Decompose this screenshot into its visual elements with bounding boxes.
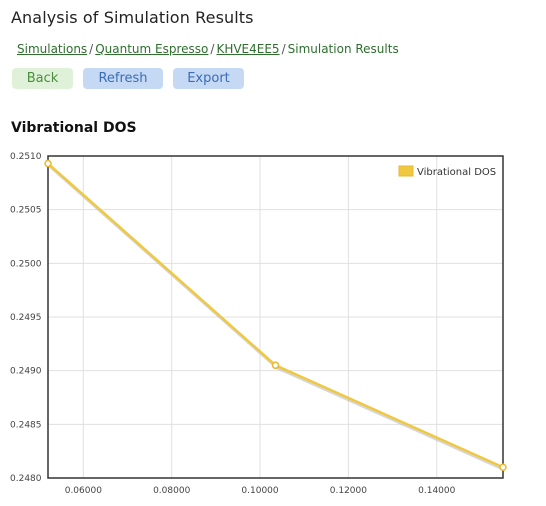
y-tick-label: 0.2495	[10, 313, 42, 323]
legend-swatch	[398, 165, 414, 177]
breadcrumb-separator: /	[210, 42, 215, 56]
breadcrumb-separator: /	[281, 42, 286, 56]
y-tick-label: 0.2480	[10, 474, 42, 484]
chart-series	[44, 159, 507, 472]
chart-legend[interactable]: Vibrational DOS	[398, 165, 496, 178]
y-axis-ticks: 0.2480 0.2485 0.2490 0.2495 0.2500 0.2505 0.25…	[10, 152, 42, 484]
chart-grid	[48, 155, 503, 479]
data-point[interactable]	[271, 361, 280, 370]
export-button[interactable]: Export	[173, 68, 244, 89]
breadcrumb-current: Simulation Results	[287, 42, 399, 56]
x-tick-label: 0.10000	[241, 486, 278, 496]
x-tick-label: 0.14000	[418, 486, 455, 496]
y-tick-label: 0.2490	[10, 367, 42, 377]
y-tick-label: 0.2485	[10, 420, 42, 430]
breadcrumb-separator: /	[89, 42, 94, 56]
breadcrumb-link-quantum-espresso[interactable]: Quantum Espresso	[95, 42, 209, 56]
breadcrumb: Simulations / Quantum Espresso / KHVE4EE5/Si…	[17, 42, 399, 56]
y-tick-label: 0.2500	[10, 259, 42, 269]
x-tick-label: 0.08000	[153, 486, 190, 496]
section-title: Vibrational DOS	[11, 120, 137, 136]
series-line-vibrational-dos	[47, 162, 504, 469]
plot-frame	[47, 155, 504, 479]
y-tick-label: 0.2505	[10, 206, 42, 216]
x-axis-ticks: 0.06000 0.08000 0.10000 0.12000 0.14000	[65, 486, 456, 496]
refresh-button[interactable]: Refresh	[83, 68, 163, 89]
data-point[interactable]	[44, 159, 52, 168]
legend-label: Vibrational DOS	[417, 167, 496, 178]
back-button[interactable]: Back	[12, 68, 73, 89]
page-title: Analysis of Simulation Results	[11, 8, 254, 27]
breadcrumb-link-simulations[interactable]: Simulations	[17, 42, 88, 56]
x-tick-label: 0.12000	[330, 486, 367, 496]
breadcrumb-link-simulation-id[interactable]: KHVE4EE5	[216, 42, 280, 56]
y-tick-label: 0.2510	[10, 152, 42, 162]
data-point[interactable]	[499, 463, 507, 472]
x-tick-label: 0.06000	[65, 486, 102, 496]
